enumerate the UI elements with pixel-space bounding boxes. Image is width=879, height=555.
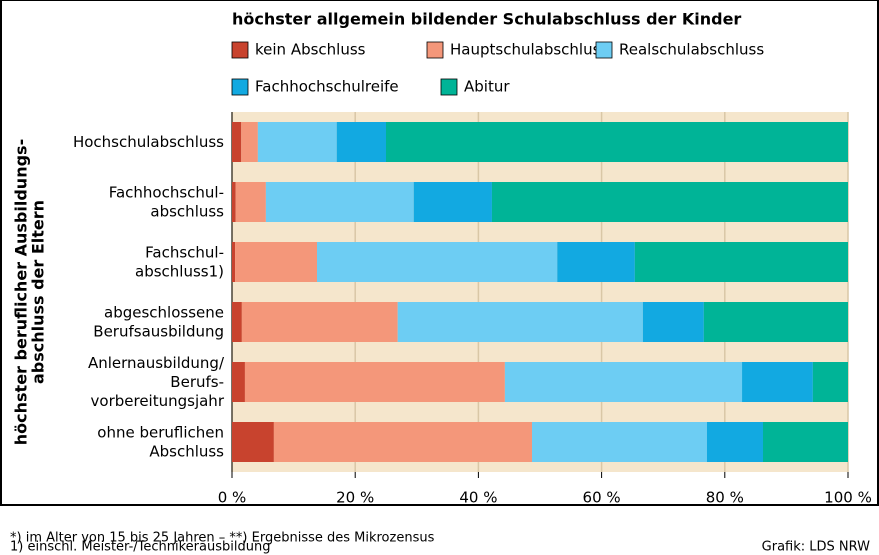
y-tick-label: ohne beruflichen Abschluss bbox=[97, 423, 224, 460]
legend-swatch bbox=[231, 41, 249, 59]
bar-segment bbox=[235, 182, 266, 222]
bar-segment bbox=[504, 362, 743, 402]
bar-segment bbox=[232, 302, 242, 342]
y-axis-title-line: abschluss der Eltern bbox=[29, 200, 48, 384]
source: Grafik: LDS NRW bbox=[762, 540, 870, 555]
bar-segment bbox=[265, 182, 414, 222]
bar-segment bbox=[232, 242, 236, 282]
bar-segment bbox=[557, 242, 635, 282]
bar-segment bbox=[642, 302, 704, 342]
footnote: *) im Alter von 15 bis 25 Jahren – **) E… bbox=[10, 531, 435, 546]
bar-segment bbox=[232, 422, 274, 462]
bar-segment bbox=[235, 242, 318, 282]
y-tick-label: Hochschulabschluss bbox=[73, 133, 224, 151]
y-tick-label: Fachschul-abschluss1) bbox=[135, 243, 224, 280]
y-axis-title-line: höchster beruflicher Ausbildungs- bbox=[12, 139, 31, 445]
legend-label: kein Abschluss bbox=[255, 41, 366, 59]
bar-segment bbox=[703, 302, 848, 342]
legend-swatch bbox=[440, 78, 458, 96]
bar-segment bbox=[762, 422, 848, 462]
legend-label: Hauptschulabschluss bbox=[450, 41, 608, 59]
legend-swatch bbox=[595, 41, 613, 59]
legend-swatch bbox=[231, 78, 249, 96]
bar-segment bbox=[257, 122, 337, 162]
bar-segment bbox=[634, 242, 848, 282]
bar-segment bbox=[531, 422, 707, 462]
x-tick-label: 0 % bbox=[218, 489, 247, 507]
legend-swatch bbox=[426, 41, 444, 59]
bar-segment bbox=[336, 122, 386, 162]
bar-segment bbox=[241, 122, 258, 162]
bar-segment bbox=[241, 302, 398, 342]
bar-segment bbox=[742, 362, 813, 402]
x-tick-label: 40 % bbox=[459, 489, 497, 507]
bar-segment bbox=[812, 362, 848, 402]
y-tick-label: abgeschlossene Berufsausbildung bbox=[93, 303, 224, 340]
chart-title: höchster allgemein bildender Schulabschl… bbox=[232, 10, 741, 29]
bar-segment bbox=[273, 422, 532, 462]
legend-label: Realschulabschluss bbox=[619, 41, 764, 59]
bar-segment bbox=[244, 362, 505, 402]
x-tick-label: 80 % bbox=[706, 489, 744, 507]
y-axis-title: höchster beruflicher Ausbildungs-abschlu… bbox=[12, 139, 48, 445]
y-tick-label: Fachhochschul-abschluss bbox=[109, 183, 224, 220]
bar-segment bbox=[413, 182, 492, 222]
x-tick-label: 60 % bbox=[583, 489, 621, 507]
legend-label: Fachhochschulreife bbox=[255, 78, 399, 96]
plot-background bbox=[232, 112, 848, 472]
footnote: 1) einschl. Meister-/Technikerausbildung bbox=[10, 540, 270, 555]
bar-segment bbox=[706, 422, 763, 462]
x-tick-label: 20 % bbox=[336, 489, 374, 507]
bar-segment bbox=[232, 122, 242, 162]
bar-segment bbox=[232, 182, 236, 222]
bar-segment bbox=[232, 362, 245, 402]
bar-segment bbox=[317, 242, 558, 282]
bar-segment bbox=[386, 122, 848, 162]
bar-segment bbox=[491, 182, 848, 222]
y-tick-label: Anlernausbildung/Berufs-vorbereitungsjah… bbox=[88, 354, 225, 410]
legend-label: Abitur bbox=[464, 78, 510, 96]
bar-segment bbox=[397, 302, 643, 342]
x-tick-label: 100 % bbox=[824, 489, 872, 507]
